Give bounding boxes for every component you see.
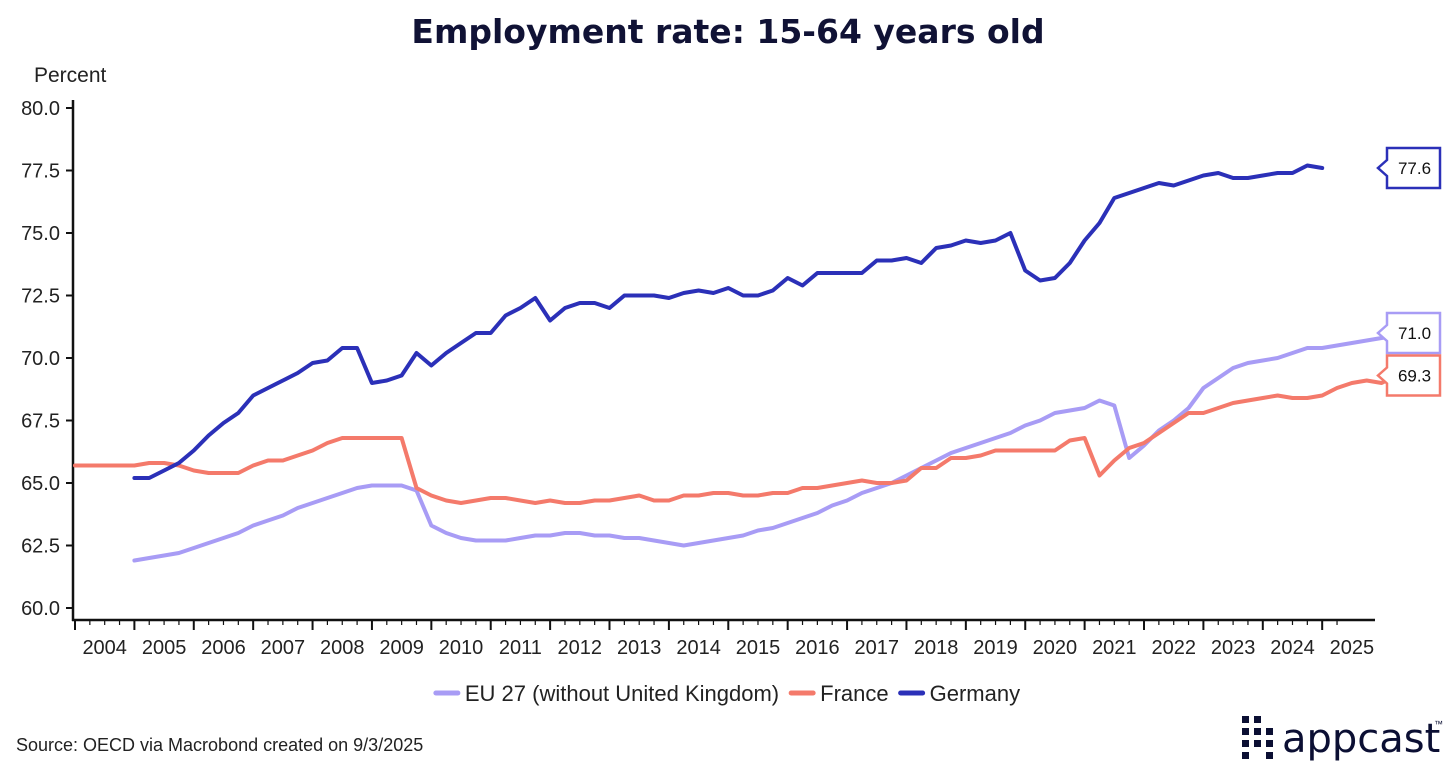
- x-tick-label: 2007: [261, 637, 306, 659]
- callout-value: 71.0: [1398, 324, 1431, 343]
- legend-label: France: [820, 681, 888, 706]
- x-tick-label: 2010: [439, 637, 484, 659]
- series-line-france: [73, 373, 1399, 505]
- callout-eu-27-without-united-kingdom: 71.0: [1376, 311, 1442, 355]
- x-tick-label: 2016: [795, 637, 840, 659]
- x-tick-label: 2021: [1092, 637, 1137, 659]
- x-tick-label: 2013: [617, 637, 662, 659]
- callout-value: 77.6: [1398, 159, 1431, 178]
- logo-trademark: ™: [1434, 719, 1443, 729]
- callout-box: [1376, 354, 1442, 397]
- callout-box: [1376, 146, 1442, 190]
- source-note: Source: OECD via Macrobond created on 9/…: [16, 735, 423, 755]
- appcast-logo-icon: [1242, 716, 1273, 759]
- callout-germany: 77.6: [1376, 146, 1442, 190]
- callout-france: 69.3: [1376, 354, 1442, 397]
- x-tick-label: 2023: [1211, 637, 1256, 659]
- y-axis-label: Percent: [34, 64, 107, 87]
- x-tick-label: 2011: [499, 637, 542, 659]
- x-tick-label: 2020: [1033, 637, 1078, 659]
- x-tick-label: 2015: [736, 637, 781, 659]
- y-tick-label: 72.5: [21, 286, 60, 308]
- legend-item-germany: Germany: [898, 681, 1020, 706]
- x-tick-label: 2006: [201, 637, 246, 659]
- y-tick-label: 70.0: [21, 348, 60, 370]
- legend-item-eu-27-without-united-kingdom: EU 27 (without United Kingdom): [433, 681, 779, 706]
- appcast-logo: appcast ™: [1242, 716, 1443, 762]
- callout-value: 69.3: [1398, 367, 1431, 386]
- series-line-germany: [132, 163, 1325, 480]
- x-tick-label: 2004: [82, 637, 127, 659]
- logo-wordmark: appcast: [1282, 716, 1440, 762]
- y-tick-label: 60.0: [21, 598, 60, 620]
- x-tick-label: 2009: [379, 637, 424, 659]
- x-tick-label: 2005: [142, 637, 187, 659]
- x-tick-label: 2019: [973, 637, 1018, 659]
- y-tick-label: 67.5: [21, 411, 60, 433]
- y-axis-ticks: 60.0 62.5 65.0 67.5 70.0 72.5 75.0 77.5 80.0: [21, 98, 73, 620]
- y-tick-label: 77.5: [21, 161, 60, 183]
- x-axis-ticks: 2004 2005 2006 2007 2008 2009 2010 2011 2012 2013…: [74, 620, 1375, 659]
- x-tick-label: 2025: [1330, 637, 1375, 659]
- x-tick-label: 2022: [1151, 637, 1196, 659]
- y-tick-label: 75.0: [21, 223, 60, 245]
- y-tick-label: 80.0: [21, 98, 60, 120]
- callout-box: [1376, 311, 1442, 355]
- x-tick-label: 2014: [676, 637, 721, 659]
- value-callouts: 77.6 71.0 69.3: [1376, 146, 1442, 397]
- x-tick-label: 2017: [855, 637, 900, 659]
- legend-label: EU 27 (without United Kingdom): [465, 681, 779, 706]
- series-line-eu-27-without-united-kingdom: [132, 331, 1429, 563]
- y-tick-label: 65.0: [21, 473, 60, 495]
- legend-label: Germany: [930, 681, 1020, 706]
- legend-item-france: France: [788, 681, 889, 706]
- x-tick-label: 2012: [558, 637, 603, 659]
- x-tick-label: 2008: [320, 637, 365, 659]
- x-tick-label: 2018: [914, 637, 959, 659]
- x-tick-label: 2024: [1270, 637, 1315, 659]
- series-lines: [73, 163, 1429, 563]
- chart-title: Employment rate: 15-64 years old: [411, 12, 1044, 51]
- y-tick-label: 62.5: [21, 536, 60, 558]
- legend: EU 27 (without United Kingdom) France Germ…: [433, 681, 1020, 706]
